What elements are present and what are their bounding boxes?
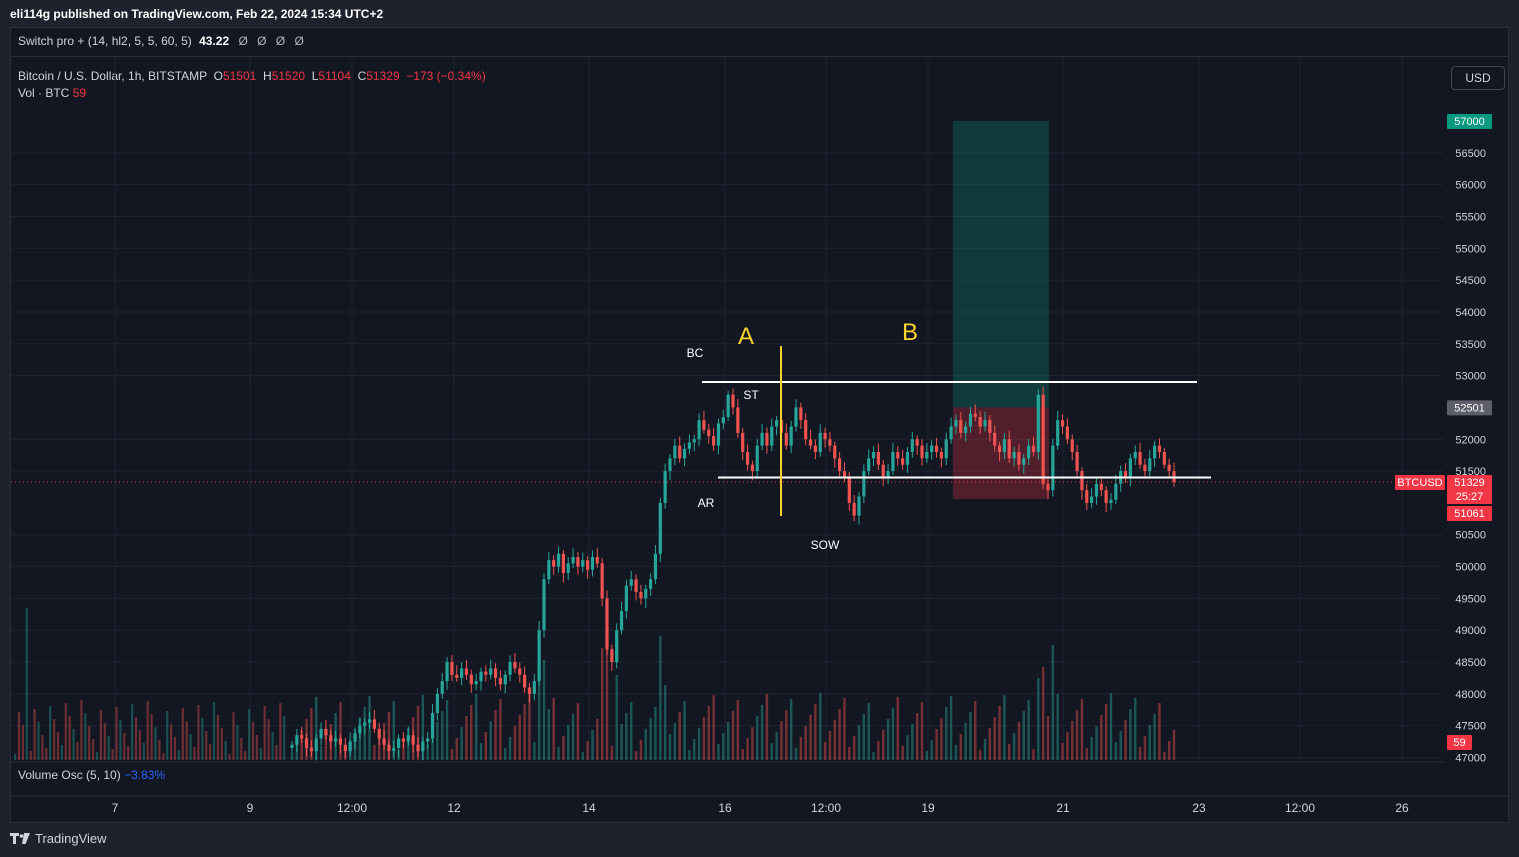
- low-label: L: [311, 69, 319, 83]
- tradingview-logo-icon: [10, 832, 30, 844]
- symbol-legend[interactable]: Bitcoin / U.S. Dollar, 1h, BITSTAMP O515…: [18, 69, 486, 83]
- oscillator-label: Volume Osc (5, 10): [18, 768, 121, 782]
- oscillator-legend[interactable]: Volume Osc (5, 10) −3.83%: [18, 768, 165, 782]
- indicator-value: 43.22: [199, 34, 230, 48]
- chart-frame: [10, 27, 1509, 823]
- close-value: 51329: [366, 69, 400, 83]
- indicator-null-1: Ø: [238, 34, 248, 48]
- open-value: 51501: [222, 69, 257, 83]
- footer-brand[interactable]: TradingView: [10, 831, 107, 846]
- volume-legend[interactable]: Vol · BTC 59: [18, 86, 86, 100]
- low-value: 51104: [318, 69, 351, 83]
- indicator-null-2: Ø: [257, 34, 267, 48]
- close-label: C: [357, 69, 367, 83]
- currency-button[interactable]: USD: [1451, 66, 1505, 90]
- indicator-name: Switch pro + (14, hl2, 5, 5, 60, 5): [18, 34, 192, 48]
- volume-label: Vol · BTC: [18, 86, 70, 100]
- indicator-null-4: Ø: [294, 34, 304, 48]
- high-value: 51520: [271, 69, 306, 83]
- open-label: O: [213, 69, 223, 83]
- high-label: H: [263, 69, 272, 83]
- published-header: eli114g published on TradingView.com, Fe…: [10, 7, 384, 21]
- indicator-null-3: Ø: [275, 34, 286, 48]
- volume-value: 59: [72, 86, 87, 100]
- change-value: −173 (−0.34%): [406, 69, 486, 83]
- oscillator-value: −3.83%: [124, 768, 166, 782]
- footer-brand-text: TradingView: [35, 831, 107, 846]
- header-divider: [11, 56, 1508, 57]
- indicator-legend[interactable]: Switch pro + (14, hl2, 5, 5, 60, 5) 43.2…: [18, 34, 304, 48]
- symbol-name: Bitcoin / U.S. Dollar, 1h, BITSTAMP: [18, 69, 207, 83]
